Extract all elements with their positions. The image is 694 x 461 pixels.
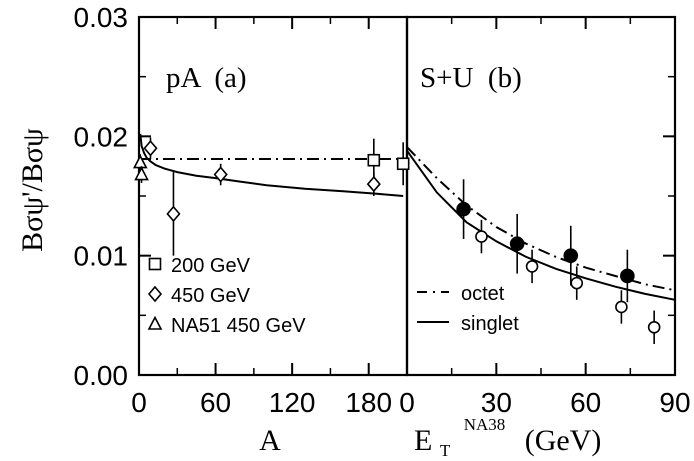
x-axis-label-b: E T NA38 (GeV) [414,404,601,461]
panel-b-label: S+U (b) [420,62,522,94]
data-point [132,154,148,171]
legend-entry: singlet [417,313,519,335]
solid-curve [139,133,404,197]
y-axis-label: Bσψ'/Bσψ [16,128,49,252]
open-circle-marker [570,276,584,290]
legend-entry: NA51 450 GeV [147,315,306,337]
square-marker [396,157,410,171]
y-tick-label: 0.01 [74,241,129,272]
diamond-marker [147,285,163,303]
legend-entry: 450 GeV [147,285,251,307]
panel-a-label: pA (a) [166,62,247,94]
data-point [475,219,488,254]
axis-ticks: 0.000.010.020.030 60 120 180 0 30 60 90 [74,2,691,418]
x-axis-label-a: A [259,424,281,457]
y-tick-label: 0.03 [74,2,129,33]
open-circle-marker [647,320,661,334]
data-point [570,266,584,300]
data-point [620,249,635,303]
x-tick-label: 90 [659,387,690,418]
x-tick-label: 0 [399,387,415,418]
diamond-marker [366,175,381,193]
open-circle-marker [615,300,628,314]
filled-circle-marker [509,236,525,252]
legend-label: 200 GeV [171,255,251,277]
data-point [213,163,228,186]
diamond-marker [213,166,228,183]
filled-circle-marker [620,268,635,284]
legend-entry: octet [417,283,505,305]
data-point [509,213,525,274]
x-axis-label-b-unit: (GeV) [525,424,602,457]
triangle-marker [132,154,148,169]
x-axis-label-b-sup: NA38 [464,415,506,434]
data-point [396,142,410,186]
x-tick-label: 30 [481,387,512,418]
data-points [132,137,661,344]
y-tick-label: 0.00 [74,360,129,391]
solid-curve [406,150,676,301]
triangle-marker [134,166,149,181]
legend-entry: 200 GeV [148,255,251,277]
dash-dot-curve [406,146,676,292]
data-point [615,290,628,324]
legend-label: NA51 450 GeV [171,315,306,337]
filled-circle-marker [563,248,579,263]
diamond-marker [166,205,181,223]
data-point [166,172,181,256]
x-tick-label: 0 [131,387,147,418]
data-point [647,310,661,344]
open-circle-marker [525,260,539,273]
legend-label: 450 GeV [171,285,251,307]
x-axis-label-b-sub: T [440,441,451,460]
data-point [456,179,471,239]
data-point [366,172,381,196]
data-point [143,137,158,160]
x-axis-label-b-main: E [414,424,432,457]
x-tick-label: 180 [345,387,392,418]
triangle-marker [147,315,163,330]
x-tick-label: 60 [200,387,231,418]
x-tick-label: 60 [570,387,601,418]
data-point [525,249,539,284]
legend-label: octet [461,283,505,305]
data-point [134,166,149,183]
diamond-marker [143,140,158,157]
square-marker [367,153,381,167]
square-marker [148,257,162,271]
y-tick-label: 0.02 [74,121,129,152]
filled-circle-marker [456,201,471,217]
x-tick-label: 120 [269,387,316,418]
legends: 200 GeV 450 GeV NA51 450 GeV octet singlet [147,255,519,337]
data-point [563,225,579,286]
legend-label: singlet [461,313,519,335]
open-circle-marker [475,230,488,243]
